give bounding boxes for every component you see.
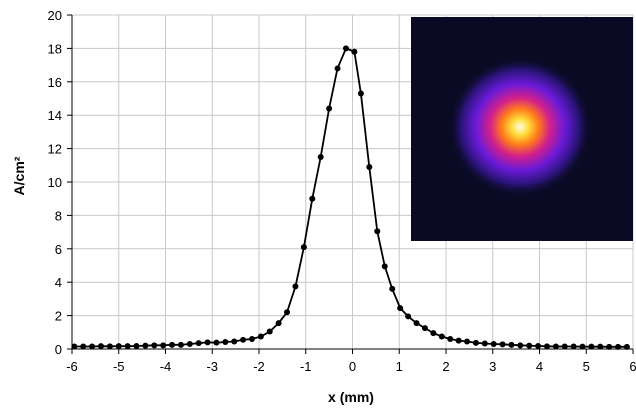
data-point xyxy=(292,283,299,290)
data-point xyxy=(222,338,229,345)
data-point xyxy=(284,309,291,316)
x-tick-label: -1 xyxy=(300,359,312,374)
data-point xyxy=(309,195,316,202)
data-point xyxy=(526,342,533,349)
y-tick-labels: 0 2 4 6 8 10 12 14 16 18 20 xyxy=(48,8,62,357)
y-tick-label: 18 xyxy=(48,41,62,56)
y-tick-label: 0 xyxy=(55,342,62,357)
data-point xyxy=(623,343,630,350)
x-tick-label: 1 xyxy=(396,359,403,374)
data-point xyxy=(455,337,462,344)
data-point xyxy=(204,339,211,346)
data-point xyxy=(570,343,577,350)
data-point xyxy=(535,342,542,349)
x-tick-labels: -6 -5 -4 -3 -2 -1 0 1 2 3 4 5 6 xyxy=(66,359,636,374)
data-point xyxy=(481,340,488,347)
data-point xyxy=(552,343,559,350)
data-point xyxy=(275,320,282,327)
x-tick-label: -3 xyxy=(206,359,218,374)
data-point xyxy=(186,340,193,347)
data-point xyxy=(490,340,497,347)
data-point xyxy=(381,263,388,270)
data-point xyxy=(124,343,131,350)
data-point xyxy=(80,343,87,350)
data-point xyxy=(89,343,96,350)
data-point xyxy=(300,244,307,251)
data-point xyxy=(97,343,104,350)
data-point xyxy=(351,48,358,55)
y-tick-label: 10 xyxy=(48,175,62,190)
data-point xyxy=(508,341,515,348)
data-point xyxy=(177,341,184,348)
data-point xyxy=(447,335,454,342)
data-point xyxy=(374,228,381,235)
data-point xyxy=(240,336,247,343)
data-point xyxy=(248,335,255,342)
data-point xyxy=(357,90,364,97)
y-tick-label: 4 xyxy=(55,275,62,290)
data-point xyxy=(405,313,412,320)
y-tick-label: 2 xyxy=(55,309,62,324)
data-point xyxy=(413,320,420,327)
data-point xyxy=(588,343,595,350)
data-point xyxy=(561,343,568,350)
data-point xyxy=(366,163,373,170)
data-point xyxy=(133,342,140,349)
y-axis-label: A/cm² xyxy=(11,156,27,195)
data-point xyxy=(579,343,586,350)
data-point xyxy=(389,285,396,292)
data-point xyxy=(499,341,506,348)
x-tick-label: -6 xyxy=(66,359,78,374)
data-point xyxy=(597,343,604,350)
axes xyxy=(67,14,634,354)
data-point xyxy=(213,339,220,346)
data-point xyxy=(342,45,349,52)
data-point xyxy=(266,328,273,335)
data-point xyxy=(334,65,341,72)
data-point xyxy=(326,105,333,112)
data-point xyxy=(257,333,264,340)
x-tick-label: 5 xyxy=(583,359,590,374)
data-point xyxy=(606,343,613,350)
x-tick-label: 0 xyxy=(349,359,356,374)
beam-spot-image xyxy=(411,17,633,241)
data-point xyxy=(615,343,622,350)
x-tick-label: 4 xyxy=(536,359,543,374)
data-point xyxy=(169,341,176,348)
data-point xyxy=(317,153,324,160)
data-point xyxy=(517,342,524,349)
data-point xyxy=(421,325,428,332)
y-tick-label: 8 xyxy=(55,208,62,223)
data-point xyxy=(543,343,550,350)
y-tick-label: 12 xyxy=(48,142,62,157)
x-tick-label: 6 xyxy=(629,359,636,374)
y-tick-label: 14 xyxy=(48,108,62,123)
data-point xyxy=(464,338,471,345)
data-point xyxy=(430,330,437,337)
data-point xyxy=(195,340,202,347)
x-tick-label: -4 xyxy=(160,359,172,374)
data-point xyxy=(115,343,122,350)
data-point xyxy=(142,342,149,349)
data-point xyxy=(472,339,479,346)
y-tick-label: 16 xyxy=(48,75,62,90)
data-point xyxy=(106,343,113,350)
data-point xyxy=(397,305,404,312)
data-point xyxy=(71,343,78,350)
data-point xyxy=(160,342,167,349)
x-tick-label: -5 xyxy=(113,359,125,374)
y-tick-label: 6 xyxy=(55,242,62,257)
x-tick-label: 3 xyxy=(489,359,496,374)
data-point xyxy=(438,333,445,340)
data-point xyxy=(231,338,238,345)
data-point xyxy=(151,342,158,349)
x-tick-label: 2 xyxy=(442,359,449,374)
y-tick-label: 20 xyxy=(48,8,62,23)
x-axis-label: x (mm) xyxy=(328,389,374,405)
x-tick-label: -2 xyxy=(253,359,265,374)
series-line xyxy=(71,45,630,350)
